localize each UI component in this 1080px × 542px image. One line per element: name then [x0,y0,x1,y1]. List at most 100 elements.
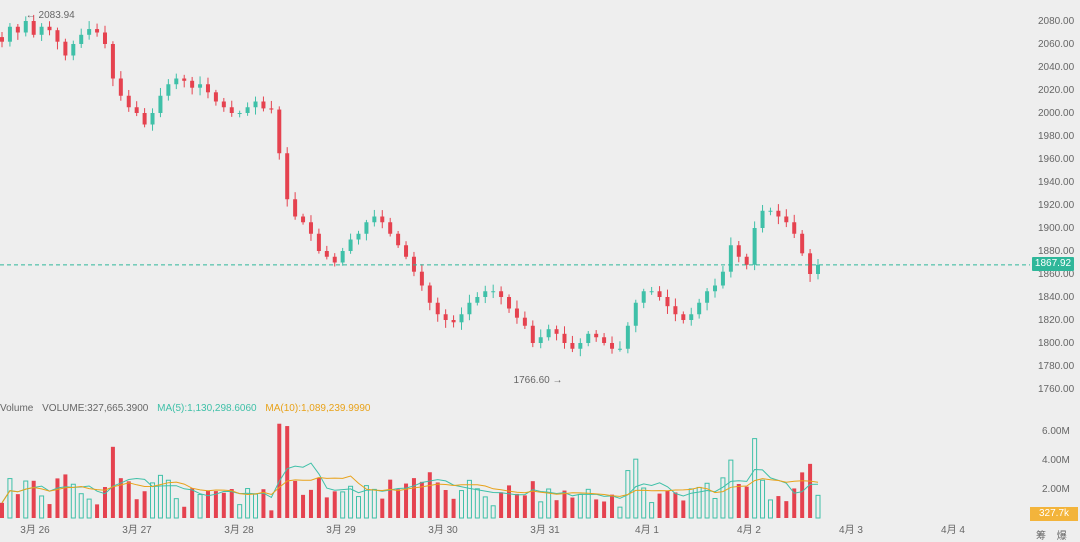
liquidation-icon[interactable]: 爆 [1056,531,1067,542]
volume-bar [585,488,591,519]
volume-bar [665,490,670,518]
candle-body [673,306,678,315]
candle-body [554,329,559,334]
candle-body [800,233,805,254]
candle-body [792,222,797,234]
price-tick-label: 1840.00 [1038,292,1075,303]
volume-bar [277,423,282,518]
volume-bar [363,485,369,519]
price-tick-label: 1940.00 [1038,177,1075,188]
price-tick-label: 1980.00 [1038,131,1075,142]
price-tick-label: 1900.00 [1038,223,1075,234]
volume-bar [380,498,385,518]
x-tick-label: 4月 2 [737,524,761,536]
candle-body [570,343,575,349]
candle-body [198,84,203,88]
chip-icon[interactable]: 筹 [1036,531,1046,542]
volume-bar [617,506,623,519]
volume-bar [205,490,210,518]
volume-ma5-line [1,462,819,504]
candle-body [435,302,440,315]
volume-bar [0,502,4,518]
volume-bar [752,438,758,519]
candle-body [229,107,234,113]
price-tick-label: 2020.00 [1038,85,1075,96]
price-tick-label: 1820.00 [1038,315,1075,326]
volume-bar [744,486,749,518]
volume-bar [23,480,29,519]
volume-bar [641,487,647,519]
volume-bar [245,488,251,519]
candle-body [356,233,361,240]
price-tick-label: 2000.00 [1038,108,1075,119]
volume-bar [673,492,678,518]
volume-bar [538,501,544,519]
volume-bar [301,494,306,518]
candle-body [657,291,662,297]
candle-body [348,239,353,251]
volume-bar [134,499,139,518]
candle-body [768,210,773,212]
candle-body [55,30,60,42]
candle-body [158,95,163,113]
volume-bar [522,495,527,518]
candle-body [0,37,4,42]
volume-bar [776,496,781,518]
volume-bar [482,496,488,519]
volume-bar [308,489,313,518]
volume-bar [602,501,607,518]
volume-bar [784,501,789,518]
bottom-toolbar: 筹 爆 [1036,527,1075,542]
candle-body [752,228,757,265]
volume-bar [458,490,464,519]
candle-body [491,291,496,293]
volume-bar [15,494,20,518]
volume-bar [720,477,726,519]
price-tick-label: 2080.00 [1038,16,1075,27]
volume-bar [78,493,84,519]
volume-bar [419,481,424,518]
candle-body [79,34,84,44]
volume-bar [293,480,298,518]
volume-bar [610,494,615,518]
volume-bar [411,478,416,518]
volume-bar [269,510,274,518]
candle-body [269,108,274,110]
price-tick-label: 1760.00 [1038,384,1075,395]
volume-bar [102,487,107,518]
candle-body [625,325,630,349]
volume-bar [760,479,766,519]
candle-body [538,337,543,343]
candle-body [277,109,282,154]
candle-body [578,343,583,349]
volume-bar [63,474,68,518]
current-volume-tag: 327.7k [1030,507,1078,521]
volume-bar [736,484,741,518]
volume-bar [253,493,259,519]
x-tick-label: 3月 31 [530,524,560,536]
candle-body [586,333,591,343]
candle-body [134,107,139,113]
volume-bar [47,504,52,518]
volume-bar [546,488,552,519]
candle-body [728,245,733,272]
candle-body [316,233,321,251]
candle-body [816,264,820,274]
candle-body [697,302,702,315]
volume-bar [388,479,393,518]
candle-body [396,233,401,246]
volume-bar [554,500,559,518]
candle-body [7,26,12,42]
volume-bar [815,494,821,519]
volume-bar [514,493,519,518]
candle-body [617,348,622,350]
candle-body [633,302,638,326]
candle-body [713,285,718,292]
candle-body [808,253,813,274]
candle-body [649,291,654,293]
candle-body [720,271,725,286]
ma10-value: MA(10):1,089,239.9990 [265,403,371,414]
candle-body [221,101,226,108]
x-tick-label: 3月 28 [224,524,254,536]
